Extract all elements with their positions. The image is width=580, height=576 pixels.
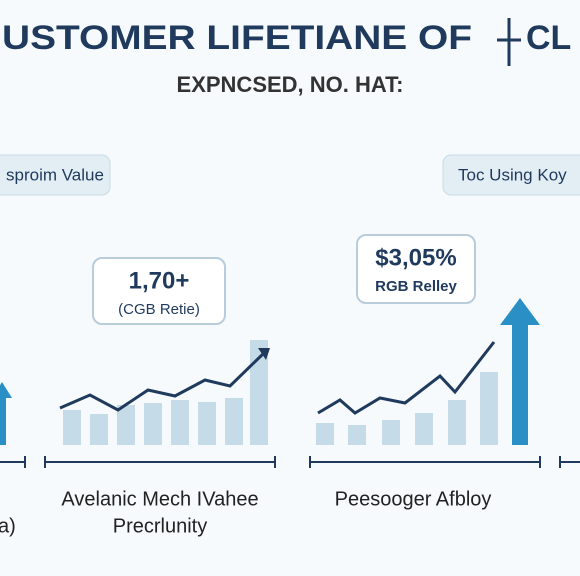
trend-lines — [59, 341, 496, 415]
arrow-head — [258, 348, 270, 360]
title-icon — [497, 18, 521, 66]
callout-caption: RGB Relley — [375, 278, 457, 295]
callout: $3,05% RGB Relley — [356, 234, 476, 304]
title: USTOMER LIFETIANE OF — [2, 19, 472, 57]
callout-value: $3,05% — [375, 244, 456, 271]
big-arrows — [0, 298, 540, 445]
axes — [0, 456, 580, 468]
label: a) — [0, 515, 16, 537]
subtitle: EXPNCSED, NO. HAT: — [177, 72, 404, 97]
pill — [442, 154, 580, 196]
callout-caption: (CGB Retie) — [118, 301, 200, 318]
label: Avelanic Mech IVahee — [61, 488, 258, 510]
bars — [63, 340, 498, 445]
label: Precrlunity — [113, 515, 207, 537]
title-end: CL — [526, 19, 571, 57]
pill — [0, 154, 111, 196]
pill-text: sproim Value — [6, 165, 104, 184]
label: Peesooger Afbloy — [335, 488, 492, 510]
pill-text: Toc Using Koy — [458, 165, 567, 184]
callout-value: 1,70+ — [129, 267, 190, 294]
callout: 1,70+ (CGB Retie) — [92, 257, 226, 325]
